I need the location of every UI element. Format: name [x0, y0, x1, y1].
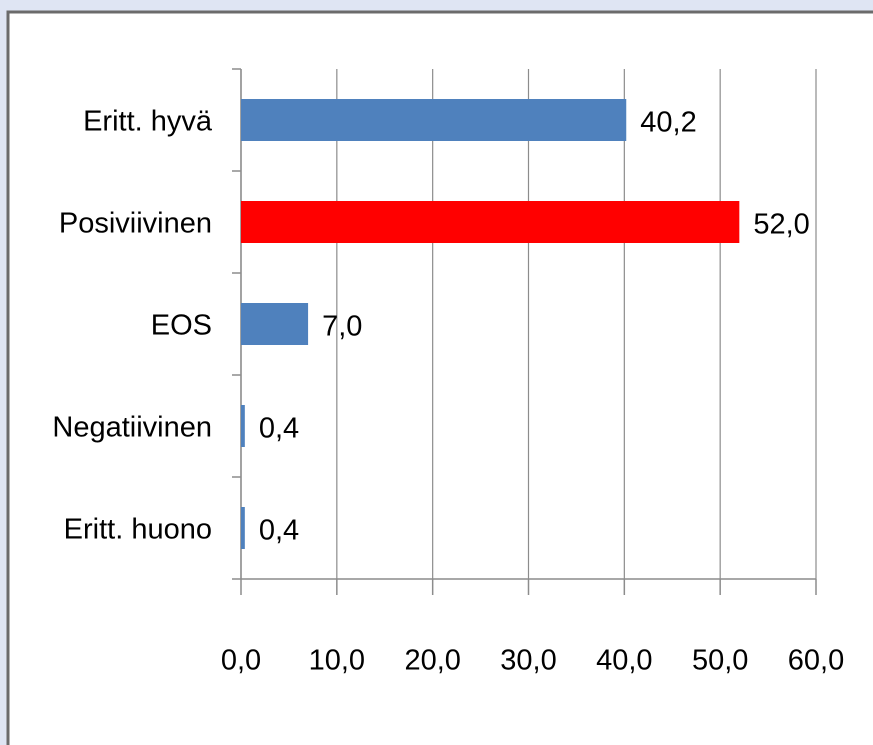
bar	[241, 507, 245, 549]
y-tick-label: EOS	[151, 310, 212, 342]
x-tick-label: 10,0	[309, 645, 365, 677]
x-tick-label: 60,0	[788, 645, 844, 677]
bar	[241, 303, 309, 345]
y-tick-label: Eritt. hyvä	[83, 106, 213, 138]
value-label: 7,0	[322, 311, 362, 343]
value-label: 52,0	[753, 209, 809, 241]
value-label: 0,4	[259, 413, 299, 445]
y-tick-label: Posiviivinen	[59, 208, 212, 240]
bar	[241, 405, 245, 447]
bar	[241, 99, 627, 141]
x-tick-label: 30,0	[500, 645, 556, 677]
x-tick-label: 40,0	[596, 645, 652, 677]
y-tick-label: Negatiivinen	[52, 412, 212, 444]
value-label: 0,4	[259, 515, 299, 547]
y-tick-label: Eritt. huono	[64, 514, 212, 546]
bar	[241, 201, 740, 243]
x-tick-label: 0,0	[221, 645, 261, 677]
x-tick-label: 20,0	[404, 645, 460, 677]
x-tick-label: 50,0	[692, 645, 748, 677]
value-label: 40,2	[640, 107, 696, 139]
